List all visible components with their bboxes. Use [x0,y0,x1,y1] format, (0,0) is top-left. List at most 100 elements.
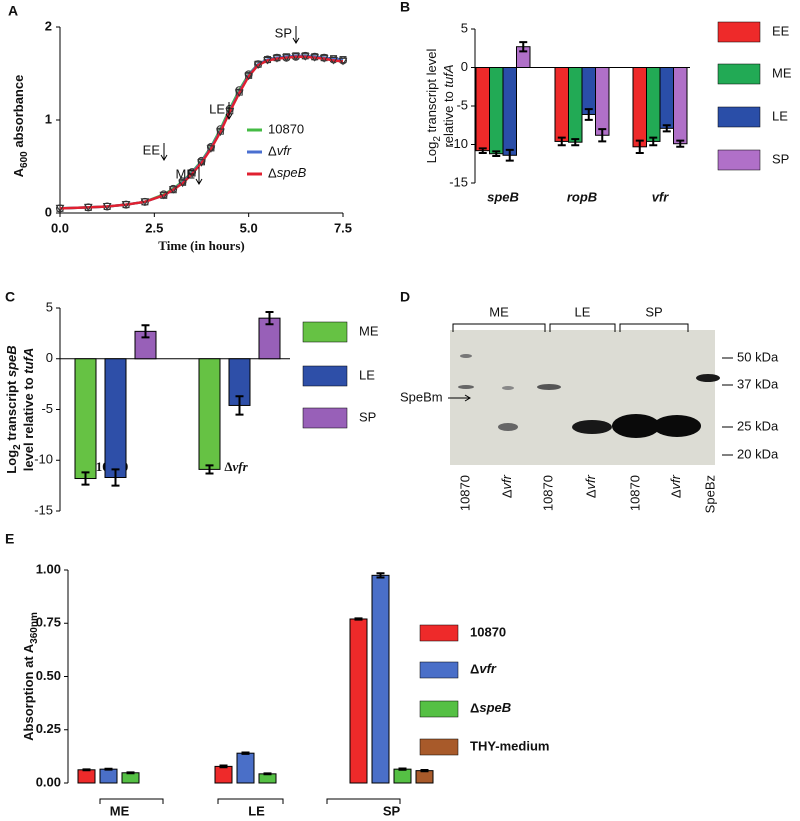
panel-label: A [8,3,18,19]
annotation-arrow [225,102,233,120]
legend-label: ΔspeB [470,700,511,715]
marker-label: 20 kDa [737,446,779,461]
x-tick-label: 7.5 [334,220,352,235]
legend-label: Δvfr [470,661,497,676]
legend-swatch [419,700,459,718]
x-tick-label: 2.5 [145,220,163,235]
lane-label: SpeBz [702,475,717,513]
y-tick-label: -10 [34,452,53,467]
legend-swatch [302,407,348,429]
panel-label: B [400,0,410,15]
legend-label: LE [772,108,788,123]
legend-swatch [717,21,761,43]
legend-swatch [717,63,761,85]
bar [475,67,490,152]
x-tick-label: 0.0 [51,220,69,235]
label-part: A [11,167,26,177]
band [653,415,701,437]
x-tick-label: ropB [567,189,597,204]
group-bracket [99,798,164,804]
lane-label: Δvfr [499,474,514,498]
lane-label: Δvfr [668,474,683,498]
error-bar [557,136,566,147]
marker [197,159,206,167]
y-axis-label: relative to tufA [441,64,456,147]
legend-swatch [419,738,459,756]
marker [159,191,169,200]
y-tick-label: -15 [34,502,53,517]
band [502,386,514,390]
y-tick-label: 5 [461,20,468,35]
error-bar [263,772,272,776]
bar [104,358,127,479]
y-tick-label: 0.50 [36,668,61,683]
error-bar [492,150,501,158]
marker [244,72,254,81]
label-part: speB [4,345,19,377]
group-label: ME [489,304,509,319]
y-tick-label: 0 [461,59,468,74]
x-tick-label: vfr [652,189,670,204]
legend-swatch [302,321,348,343]
marker [291,53,301,61]
band [460,354,472,358]
annotation-arrow [292,26,300,44]
bar [121,772,140,784]
bar [99,768,118,784]
label-part: level relative to [21,374,36,472]
bar [214,765,233,784]
marker [263,56,272,65]
bar [371,574,390,784]
label-part: transcript [4,377,19,444]
error-bar [354,617,363,621]
marker [282,54,291,62]
y-axis-label: level relative to tufA [21,348,36,472]
error-bar [235,395,244,416]
error-bar [478,147,487,154]
y-tick-label: 0.75 [36,615,61,630]
label-part: Absorption at A [21,643,36,741]
marker [140,198,150,206]
error-bar [676,139,685,148]
group-bracket [217,798,284,804]
panel-label: D [400,289,410,305]
group-bracket [326,798,401,804]
group-label: LE [575,304,591,319]
label-part: tufA [21,348,36,374]
marker [215,128,225,137]
error-bar [598,128,607,143]
bar [236,752,255,784]
y-tick-label: -5 [456,97,468,112]
bar [74,358,97,480]
legend-label: ME [772,65,792,80]
marker [253,61,263,70]
label-part: relative to [441,88,456,148]
error-bar [398,767,407,771]
annotation: EE [143,142,161,157]
y-tick-label: 0 [46,350,53,365]
bar [595,67,610,136]
label-part: 2 [12,444,23,450]
y-axis-label: Absorption at A360nm [21,612,39,741]
y-tick-label: 2 [45,18,52,33]
band [537,384,561,390]
error-bar [111,468,120,487]
group-bracket [452,323,546,332]
legend-label: ME [359,323,379,338]
bar [632,67,647,148]
error-bar [219,764,228,769]
lane-label: 10870 [627,475,642,511]
x-tick-label: ME [110,803,130,818]
marker [329,56,338,65]
label-part: 600 [19,151,30,168]
x-tick-label: Δvfr [224,459,248,474]
x-tick-label: SP [383,803,401,818]
band-arrow [448,394,471,402]
legend-label: EE [772,23,790,38]
lane-label: 10870 [457,475,472,511]
legend-swatch [717,149,761,171]
legend-label: 10870 [268,121,304,136]
band [498,423,518,431]
marker [55,204,65,213]
bar [659,67,674,129]
